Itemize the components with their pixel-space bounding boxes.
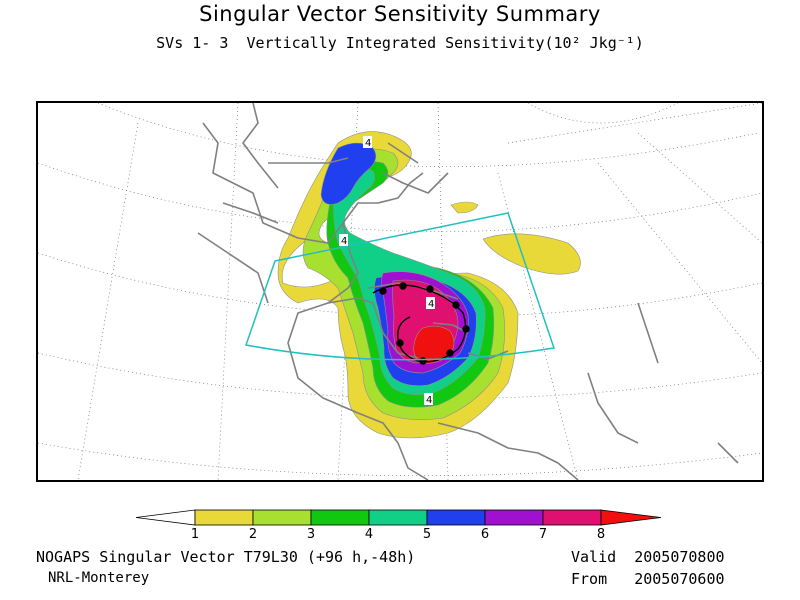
colorbar: 1 2 3 4 5 6 7 8 [135,509,662,542]
contour-label: 4 [365,138,371,149]
contour-atlantic-blob-2 [450,201,479,214]
colorbar-segment [310,509,370,526]
from-value: 2005070600 [634,570,725,588]
target-domain-box [245,212,555,361]
valid-label: Valid [571,548,617,566]
colorbar-segment [252,509,312,526]
colorbar-segment [426,509,486,526]
colorbar-segment-above [600,509,662,526]
colorbar-segment [194,509,254,526]
colorbar-tick-label: 8 [597,527,605,542]
valid-time: Valid 2005070800 [571,548,725,566]
colorbar-segments [135,509,662,526]
colorbar-tick-label: 5 [423,527,431,542]
colorbar-segment [542,509,602,526]
sensitivity-map: 4 4 4 4 [36,101,764,482]
colorbar-tick-label: 1 [191,527,199,542]
from-label: From [571,570,608,588]
contour-atlantic-blob-1 [482,233,581,275]
colorbar-tick-label: 6 [481,527,489,542]
map-canvas: 4 4 4 4 [38,103,762,480]
valid-value: 2005070800 [634,548,725,566]
colorbar-tick-label: 7 [539,527,547,542]
model-description: NOGAPS Singular Vector T79L30 (+96 h,-48… [36,548,416,566]
colorbar-segment [484,509,544,526]
contour-value-labels: 4 4 4 4 [339,136,435,406]
colorbar-tick-label: 3 [307,527,315,542]
chart-subtitle: SVs 1- 3 Vertically Integrated Sensitivi… [156,34,644,52]
colorbar-labels: 1 2 3 4 5 6 7 8 [191,527,605,542]
contour-label: 4 [341,236,347,247]
from-time: From 2005070600 [571,570,725,588]
chart-title: Singular Vector Sensitivity Summary [199,2,601,26]
contour-label: 4 [426,395,432,406]
sensitivity-contours [277,131,581,439]
organization: NRL-Monterey [48,570,150,586]
contour-level-8 [413,325,455,364]
contour-label: 4 [428,299,434,310]
colorbar-tick-label: 4 [365,527,373,542]
colorbar-segment-below [135,509,196,526]
storm-track [372,282,470,365]
colorbar-segment [368,509,428,526]
colorbar-tick-label: 2 [249,527,257,542]
coastlines [197,103,739,480]
